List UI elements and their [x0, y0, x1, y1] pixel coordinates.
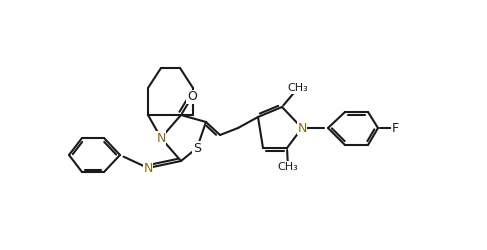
Text: CH₃: CH₃	[288, 83, 308, 93]
Text: CH₃: CH₃	[278, 162, 299, 172]
Text: N: N	[156, 132, 166, 144]
Text: N: N	[143, 162, 153, 174]
Text: S: S	[193, 142, 201, 154]
Text: F: F	[392, 122, 398, 134]
Text: O: O	[187, 90, 197, 104]
Text: N: N	[297, 122, 307, 134]
